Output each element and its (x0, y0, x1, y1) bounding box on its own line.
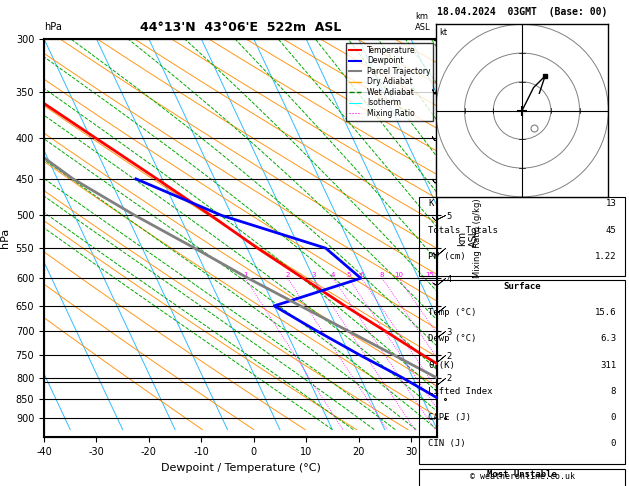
Text: 18.04.2024  03GMT  (Base: 00): 18.04.2024 03GMT (Base: 00) (437, 7, 607, 17)
Y-axis label: km
ASL: km ASL (457, 229, 479, 247)
Text: Lifted Index: Lifted Index (428, 387, 493, 396)
Text: 15.6: 15.6 (594, 308, 616, 317)
Text: © weatheronline.co.uk: © weatheronline.co.uk (470, 472, 574, 481)
Text: 6: 6 (359, 272, 364, 278)
Text: 8: 8 (380, 272, 384, 278)
Text: 0: 0 (611, 439, 616, 449)
Text: 3: 3 (312, 272, 316, 278)
Text: 5: 5 (347, 272, 351, 278)
Text: 1.22: 1.22 (594, 252, 616, 261)
Text: Temp (°C): Temp (°C) (428, 308, 476, 317)
Text: 1: 1 (243, 272, 247, 278)
Text: Surface: Surface (503, 282, 541, 291)
Text: 0: 0 (611, 413, 616, 422)
Y-axis label: hPa: hPa (0, 228, 10, 248)
Text: PW (cm): PW (cm) (428, 252, 465, 261)
Text: 2: 2 (286, 272, 290, 278)
Text: 10: 10 (394, 272, 403, 278)
Text: km
ASL: km ASL (415, 12, 431, 32)
Text: CIN (J): CIN (J) (428, 439, 465, 449)
Text: K: K (428, 199, 433, 208)
Text: 311: 311 (600, 361, 616, 370)
Text: Most Unstable: Most Unstable (487, 470, 557, 480)
Title: 44°13'N  43°06'E  522m  ASL: 44°13'N 43°06'E 522m ASL (140, 20, 342, 34)
Text: hPa: hPa (44, 21, 62, 32)
Text: 45: 45 (606, 226, 616, 235)
Text: Totals Totals: Totals Totals (428, 226, 498, 235)
Text: 6.3: 6.3 (600, 334, 616, 344)
Text: LCL: LCL (441, 83, 456, 92)
X-axis label: Dewpoint / Temperature (°C): Dewpoint / Temperature (°C) (160, 463, 321, 473)
Text: Mixing Ratio (g/kg): Mixing Ratio (g/kg) (472, 198, 482, 278)
Text: CAPE (J): CAPE (J) (428, 413, 471, 422)
Legend: Temperature, Dewpoint, Parcel Trajectory, Dry Adiabat, Wet Adiabat, Isotherm, Mi: Temperature, Dewpoint, Parcel Trajectory… (346, 43, 433, 121)
Text: 15: 15 (425, 272, 434, 278)
Text: 4: 4 (331, 272, 335, 278)
Text: θₑ(K): θₑ(K) (428, 361, 455, 370)
Text: kt: kt (439, 28, 447, 37)
Text: Dewp (°C): Dewp (°C) (428, 334, 476, 344)
Text: 13: 13 (606, 199, 616, 208)
Text: 8: 8 (611, 387, 616, 396)
